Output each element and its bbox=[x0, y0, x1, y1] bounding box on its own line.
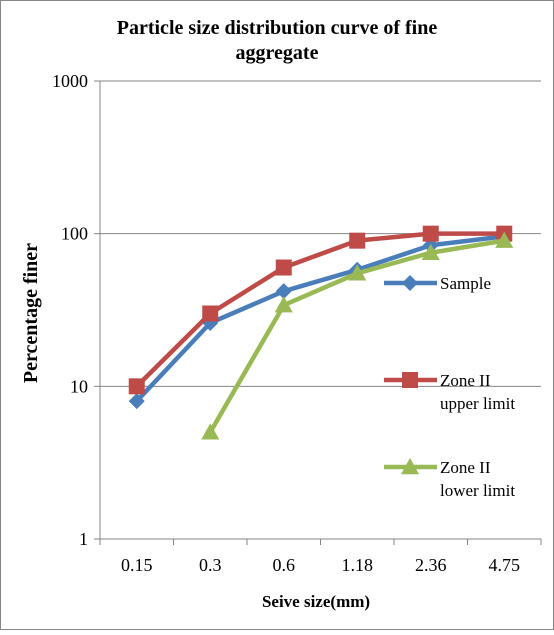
series-line-sample bbox=[135, 234, 505, 403]
x-tick-labels: 0.15 0.3 0.6 1.18 2.36 4.75 bbox=[121, 555, 520, 575]
y-tick-label: 1000 bbox=[52, 71, 88, 91]
series-line-zone-ii-upper-limit bbox=[135, 231, 505, 388]
y-tick-label: 100 bbox=[61, 224, 88, 244]
axes bbox=[94, 80, 542, 545]
legend-item-sample: Sample bbox=[384, 274, 491, 293]
y-tick-label: 1 bbox=[79, 529, 88, 549]
y-axis-label: Percentage finer bbox=[20, 243, 42, 383]
x-axis-label: Seive size(mm) bbox=[262, 592, 370, 611]
x-tick-label: 0.15 bbox=[121, 555, 153, 575]
legend-label-zone-ii-lower-limit: Zone II bbox=[440, 458, 491, 477]
series-zone-ii-lower-limit bbox=[201, 231, 514, 440]
data-point-zone-ii-upper-limit bbox=[202, 305, 219, 322]
legend-label-sample: Sample bbox=[440, 274, 491, 293]
y-tick-labels: 1 10 100 1000 bbox=[52, 71, 88, 549]
data-point-zone-ii-upper-limit bbox=[349, 232, 366, 249]
data-point-zone-ii-lower-limit bbox=[201, 423, 220, 440]
legend-item-zone-ii-lower-limit: Zone II lower limit bbox=[384, 458, 515, 500]
x-tick-label: 0.6 bbox=[273, 555, 296, 575]
data-point-zone-ii-lower-limit bbox=[274, 296, 293, 313]
legend-marker-zone-ii-upper-limit bbox=[402, 372, 418, 388]
x-tick-label: 2.36 bbox=[415, 555, 447, 575]
legend-label-zone-ii-upper-limit: upper limit bbox=[440, 394, 515, 413]
chart-title: Particle size distribution curve of fine… bbox=[117, 17, 438, 64]
data-point-zone-ii-upper-limit bbox=[128, 378, 145, 395]
legend: Sample Zone II upper limit Zone II lower lim… bbox=[384, 274, 515, 500]
legend-marker-zone-ii-lower-limit bbox=[401, 458, 419, 475]
legend-item-zone-ii-upper-limit: Zone II upper limit bbox=[384, 371, 515, 413]
series-lines bbox=[128, 225, 514, 440]
legend-label-zone-ii-upper-limit: Zone II bbox=[440, 371, 491, 390]
x-tick-label: 1.18 bbox=[342, 555, 374, 575]
data-point-sample bbox=[128, 393, 145, 410]
data-point-zone-ii-lower-limit bbox=[348, 264, 367, 281]
chart-title-line: aggregate bbox=[236, 42, 319, 64]
y-tick-label: 10 bbox=[70, 376, 88, 396]
legend-marker-sample bbox=[402, 275, 418, 291]
chart-title-line: Particle size distribution curve of fine bbox=[117, 17, 438, 39]
data-point-zone-ii-lower-limit bbox=[495, 231, 514, 248]
data-point-zone-ii-lower-limit bbox=[421, 243, 440, 260]
x-tick-label: 4.75 bbox=[489, 555, 521, 575]
legend-label-zone-ii-lower-limit: lower limit bbox=[440, 481, 515, 500]
data-point-zone-ii-upper-limit bbox=[422, 225, 439, 242]
x-tick-label: 0.3 bbox=[199, 555, 222, 575]
data-point-zone-ii-upper-limit bbox=[275, 259, 292, 276]
data-point-sample bbox=[275, 283, 292, 300]
